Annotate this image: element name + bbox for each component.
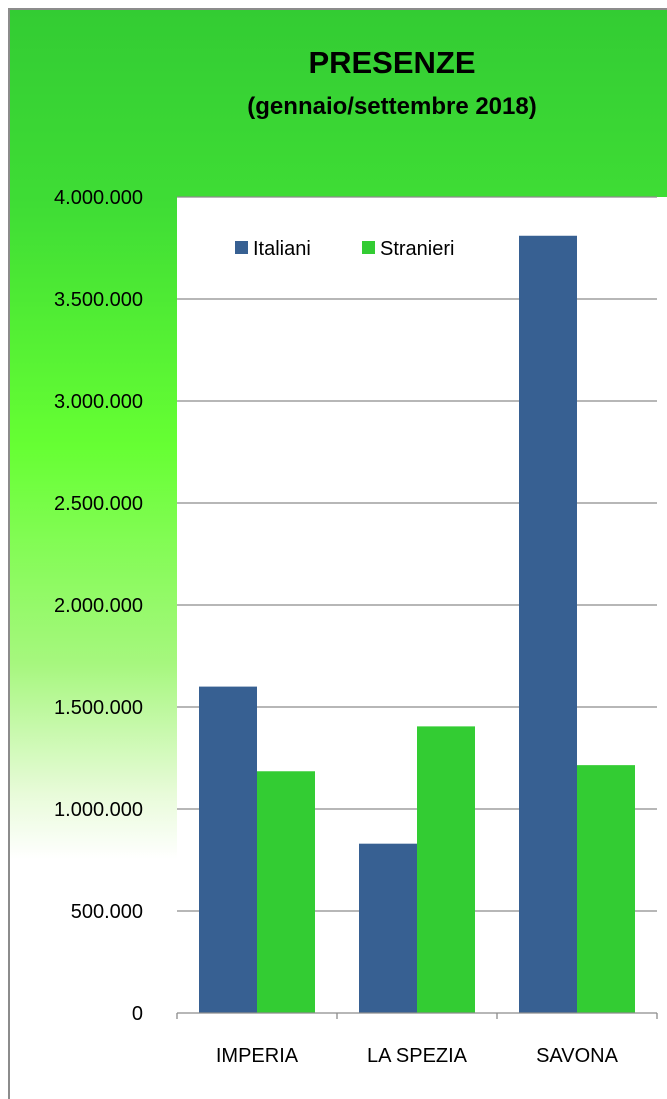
legend-label-stranieri: Stranieri: [380, 238, 454, 260]
x-category-label: IMPERIA: [216, 1045, 299, 1067]
legend-label-italiani: Italiani: [253, 238, 311, 260]
bar-italiani-savona: [519, 235, 577, 1013]
legend-swatch-stranieri: [362, 241, 375, 254]
bar-stranieri-la-spezia: [417, 726, 475, 1013]
legend: Italiani Stranieri: [235, 238, 454, 260]
y-tick-label: 3.000.000: [54, 391, 143, 413]
y-tick-label: 3.500.000: [54, 289, 143, 311]
y-tick-label: 500.000: [71, 901, 143, 923]
bars: [199, 235, 635, 1013]
bar-italiani-imperia: [199, 686, 257, 1013]
x-category-label: SAVONA: [536, 1045, 619, 1067]
bar-italiani-la-spezia: [359, 843, 417, 1013]
chart-title: PRESENZE: [308, 45, 475, 80]
bar-stranieri-imperia: [257, 771, 315, 1013]
axes: 0 500.000 1.000.000 1.500.000 2.000.000 2.500…: [54, 187, 658, 1067]
legend-swatch-italiani: [235, 241, 248, 254]
y-tick-label: 0: [132, 1003, 143, 1025]
y-tick-label: 1.500.000: [54, 697, 143, 719]
y-tick-label: 2.000.000: [54, 595, 143, 617]
y-tick-label: 1.000.000: [54, 799, 143, 821]
chart-subtitle: (gennaio/settembre 2018): [247, 93, 536, 120]
bar-stranieri-savona: [577, 765, 635, 1013]
y-tick-label: 4.000.000: [54, 187, 143, 209]
y-tick-label: 2.500.000: [54, 493, 143, 515]
x-category-label: LA SPEZIA: [367, 1045, 468, 1067]
